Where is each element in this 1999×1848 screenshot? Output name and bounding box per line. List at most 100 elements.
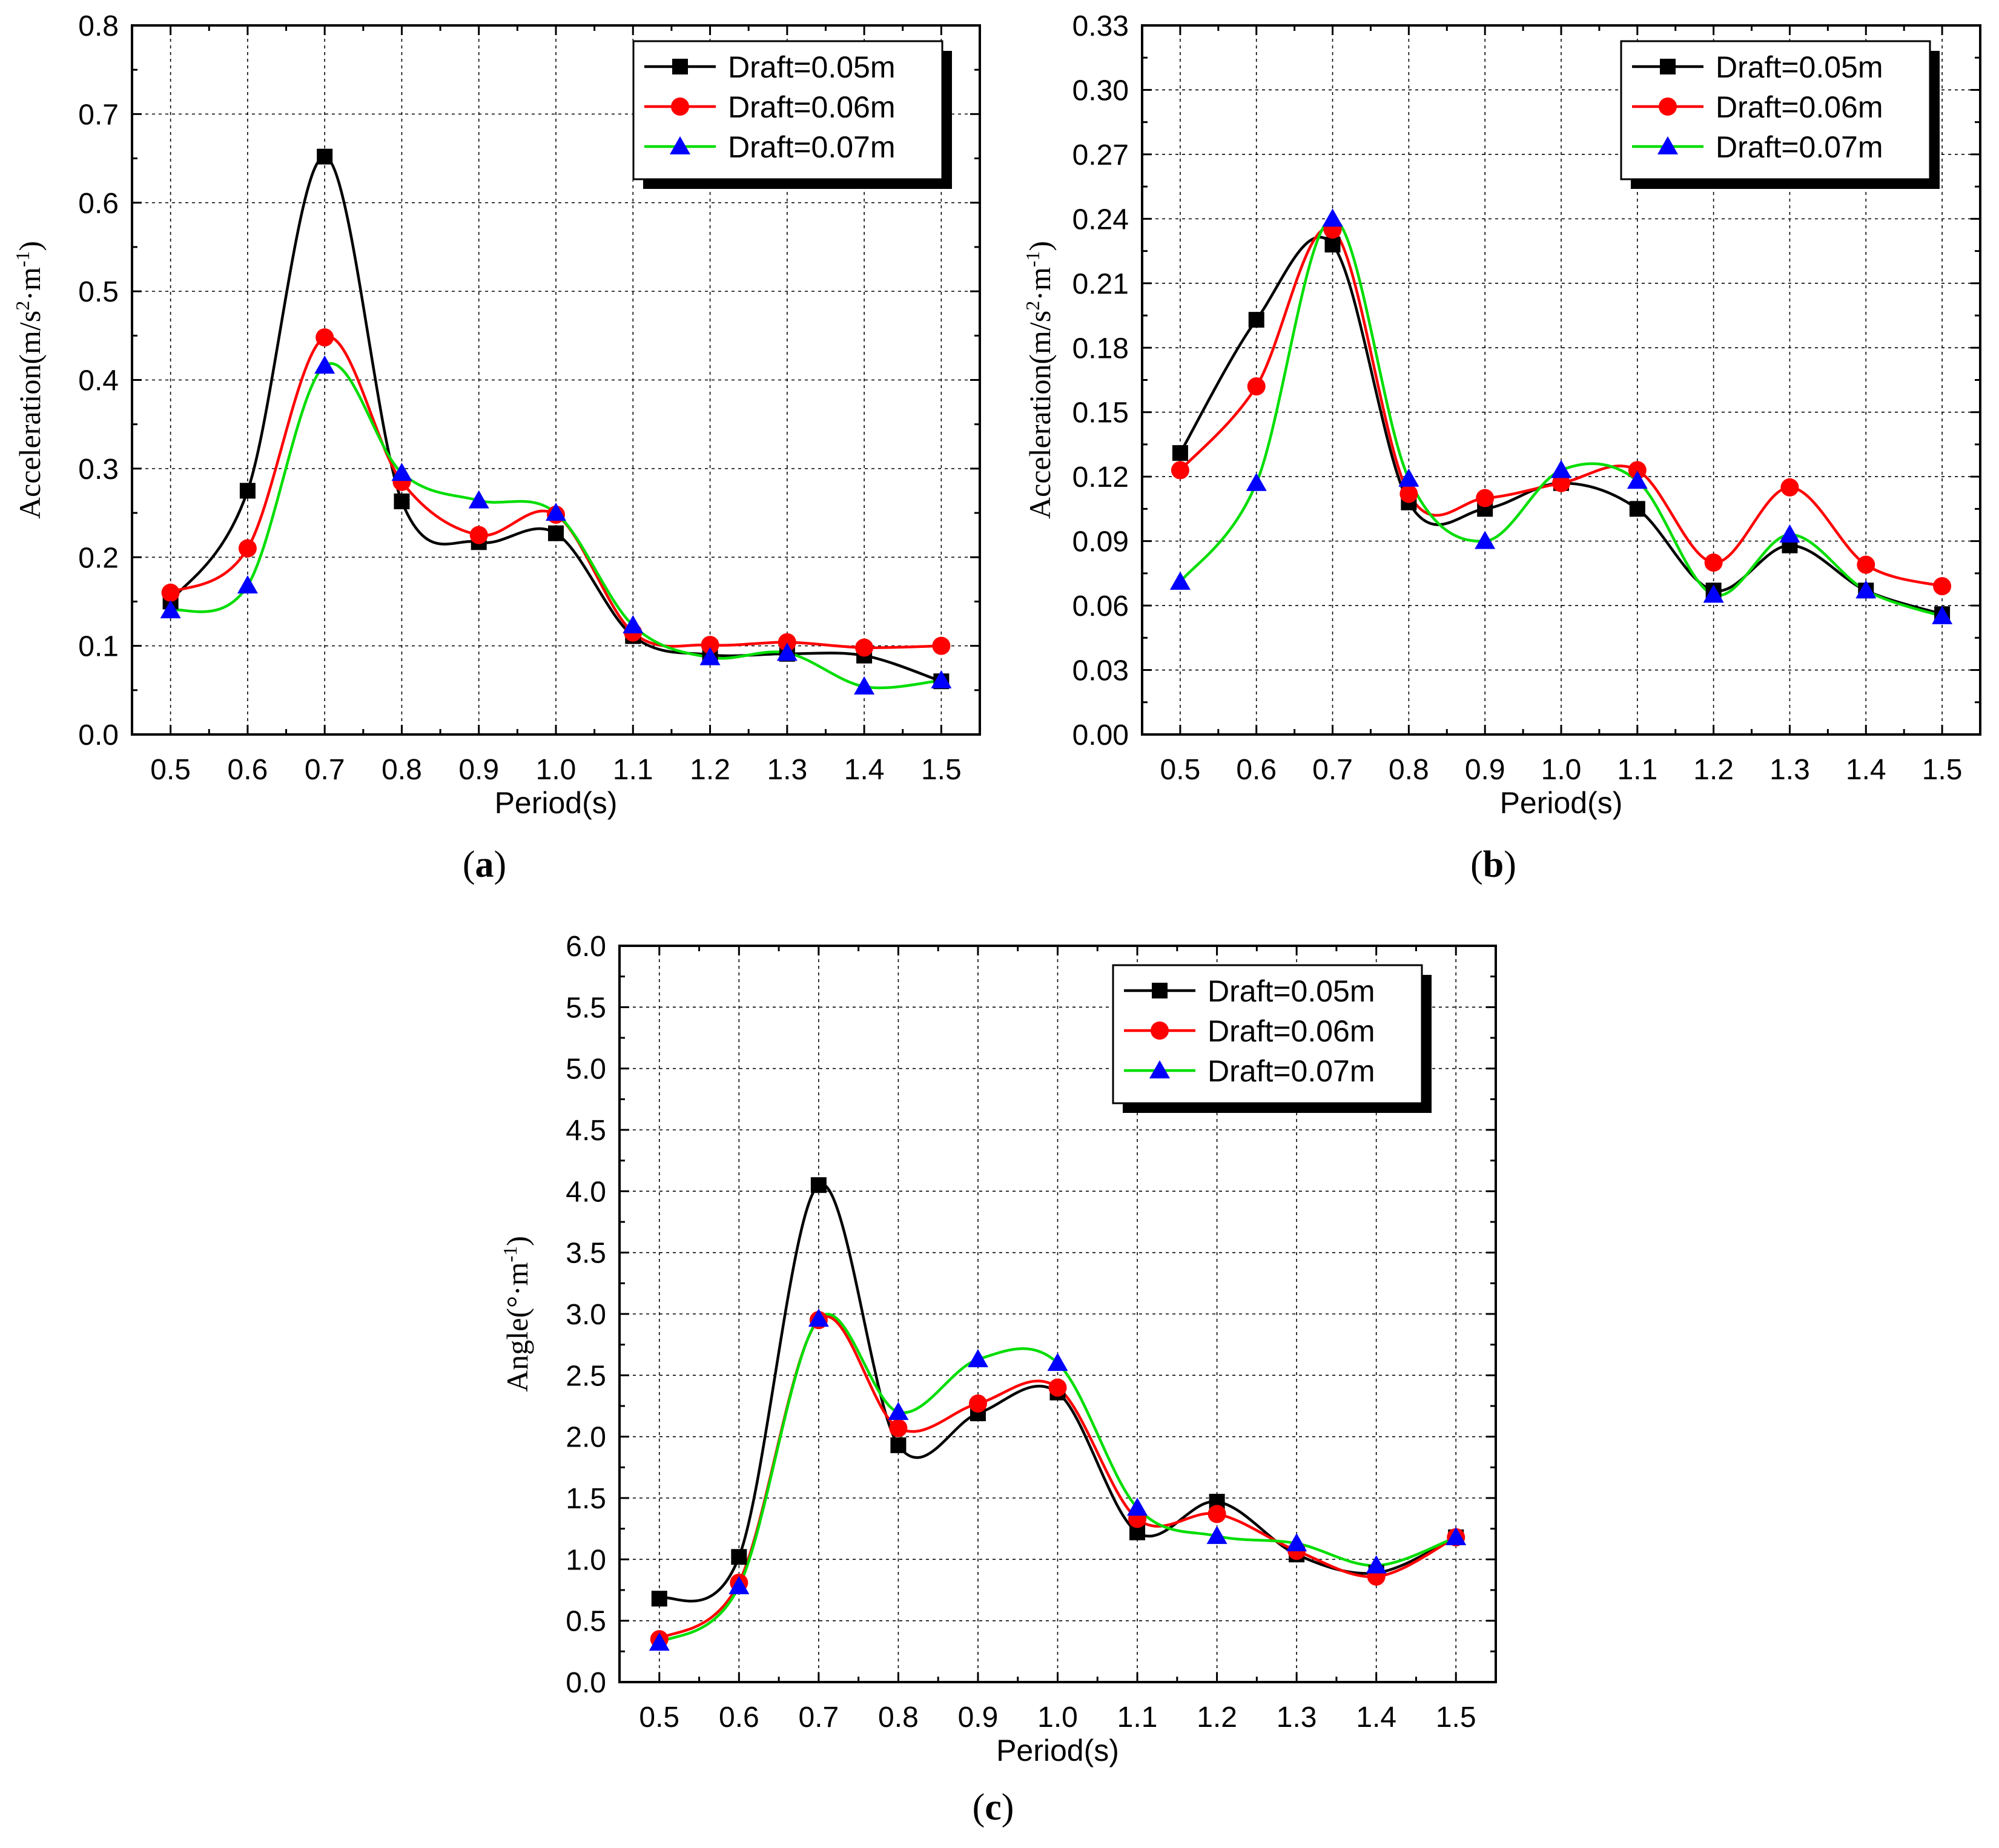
data-point — [1780, 478, 1799, 497]
x-tick-label: 0.7 — [798, 1701, 839, 1734]
y-label-text: ·m — [13, 267, 47, 301]
data-point — [1047, 1353, 1068, 1371]
y-tick-label: 0.03 — [1072, 655, 1129, 687]
data-point — [469, 526, 488, 544]
data-point — [1171, 461, 1189, 480]
data-point — [1933, 577, 1952, 596]
data-point — [1779, 524, 1800, 543]
y-tick-label: 0.5 — [566, 1606, 606, 1638]
y-label-sup: 2 — [12, 301, 33, 311]
legend-marker — [1151, 1021, 1169, 1040]
data-point — [1932, 606, 1953, 624]
y-tick-label: 0.5 — [78, 276, 119, 308]
legend-marker — [1149, 1060, 1170, 1078]
y-tick-label: 0.21 — [1072, 268, 1129, 300]
data-point — [1857, 555, 1875, 574]
data-point — [1704, 553, 1723, 572]
data-point — [1169, 572, 1191, 590]
x-tick-label: 1.3 — [767, 754, 807, 786]
x-tick-label: 1.3 — [1769, 754, 1810, 786]
data-point — [237, 575, 258, 594]
data-point — [1208, 1505, 1226, 1523]
x-tick-label: 0.8 — [382, 754, 422, 786]
x-tick-label: 1.1 — [613, 754, 653, 786]
data-point — [1475, 530, 1496, 549]
axes: 0.5 0.6 0.7 0.8 0.9 1.0 1.1 1.2 1.3 1.4 1.5 0.0 0.5 1… — [566, 931, 1496, 1734]
data-point — [316, 328, 334, 347]
data-point — [1399, 484, 1418, 503]
y-tick-label: 0.3 — [78, 454, 119, 486]
x-tick-label: 0.6 — [1236, 754, 1277, 786]
data-point — [1322, 208, 1343, 227]
data-point — [1552, 474, 1570, 492]
legend-label: Draft=0.06m — [728, 90, 896, 124]
data-point — [1247, 377, 1266, 396]
y-tick-label: 6.0 — [566, 931, 606, 963]
data-point — [468, 490, 489, 509]
x-tick-label: 1.4 — [844, 754, 885, 786]
x-tick-label: 0.9 — [1465, 754, 1505, 786]
y-tick-label: 0.09 — [1072, 526, 1129, 558]
plot-frame — [618, 945, 1497, 1683]
legend-label: Draft=0.06m — [1208, 1014, 1375, 1048]
y-tick-label: 0.30 — [1072, 74, 1129, 107]
panel-label-letter: a — [475, 844, 494, 885]
legend-marker — [1659, 97, 1677, 116]
data-point — [1172, 445, 1188, 461]
data-point — [731, 1549, 747, 1565]
data-point — [314, 355, 335, 374]
y-label-text: Acceleration(m/s — [1023, 311, 1057, 519]
data-point — [649, 1632, 670, 1651]
y-label-sup: 2 — [1022, 301, 1043, 311]
data-point — [546, 503, 566, 521]
y-tick-label: 0.06 — [1072, 590, 1129, 622]
x-tick-label: 1.5 — [921, 754, 962, 786]
y-tick-label: 0.7 — [78, 99, 119, 131]
y-tick-label: 0.18 — [1072, 332, 1129, 365]
chart-panel-a: 0.5 0.6 0.7 0.8 0.9 1.0 1.1 1.2 1.3 1.4 1.5 0.0 0.1 0… — [12, 10, 981, 885]
y-tick-label: 1.0 — [566, 1544, 606, 1576]
y-tick-label: 5.5 — [566, 992, 606, 1024]
y-label-text: ) — [500, 1236, 534, 1246]
y-tick-label: 4.0 — [566, 1176, 606, 1208]
x-tick-label: 0.5 — [639, 1701, 679, 1734]
data-point — [729, 1576, 750, 1594]
data-point — [623, 615, 644, 633]
y-tick-label: 0.0 — [78, 719, 119, 751]
data-point — [1246, 472, 1267, 491]
x-axis-label: Period(s) — [996, 1734, 1119, 1767]
data-point — [932, 636, 951, 655]
x-tick-label: 0.6 — [228, 754, 268, 786]
y-tick-label: 0.33 — [1072, 10, 1129, 42]
y-tick-label: 0.12 — [1072, 461, 1129, 493]
x-tick-label: 1.4 — [1356, 1701, 1396, 1734]
y-tick-label: 1.5 — [566, 1483, 606, 1515]
legend-label: Draft=0.07m — [1716, 130, 1883, 164]
legend-label: Draft=0.05m — [728, 50, 896, 84]
legend-marker — [1657, 136, 1678, 154]
x-tick-label: 1.0 — [1541, 754, 1582, 786]
chart-panel-c: 0.5 0.6 0.7 0.8 0.9 1.0 1.1 1.2 1.3 1.4 1.5 0.0 0.5 1… — [499, 931, 1497, 1828]
plot-frame — [131, 24, 981, 736]
x-tick-label: 1.1 — [1117, 1701, 1158, 1734]
data-point — [317, 148, 333, 165]
legend-label: Draft=0.07m — [1208, 1054, 1375, 1088]
data-point — [1476, 489, 1495, 507]
y-tick-label: 0.00 — [1072, 719, 1129, 751]
data-point — [855, 638, 874, 657]
x-tick-label: 0.5 — [1160, 754, 1201, 786]
data-point — [808, 1308, 829, 1327]
data-point — [1324, 236, 1341, 252]
panel-label-paren: ) — [494, 844, 507, 885]
plot-area — [160, 148, 952, 695]
data-point — [1286, 1533, 1307, 1551]
data-point — [548, 525, 564, 541]
y-tick-label: 0.2 — [78, 542, 119, 574]
panel-label: (b) — [1470, 844, 1516, 885]
legend-marker — [672, 59, 688, 74]
y-tick-label: 2.0 — [566, 1422, 606, 1454]
y-axis-label: Angle(°·m-1) — [499, 1236, 534, 1392]
x-tick-label: 0.8 — [878, 1701, 919, 1734]
series-line — [1179, 217, 1943, 618]
y-tick-label: 0.0 — [566, 1667, 606, 1699]
